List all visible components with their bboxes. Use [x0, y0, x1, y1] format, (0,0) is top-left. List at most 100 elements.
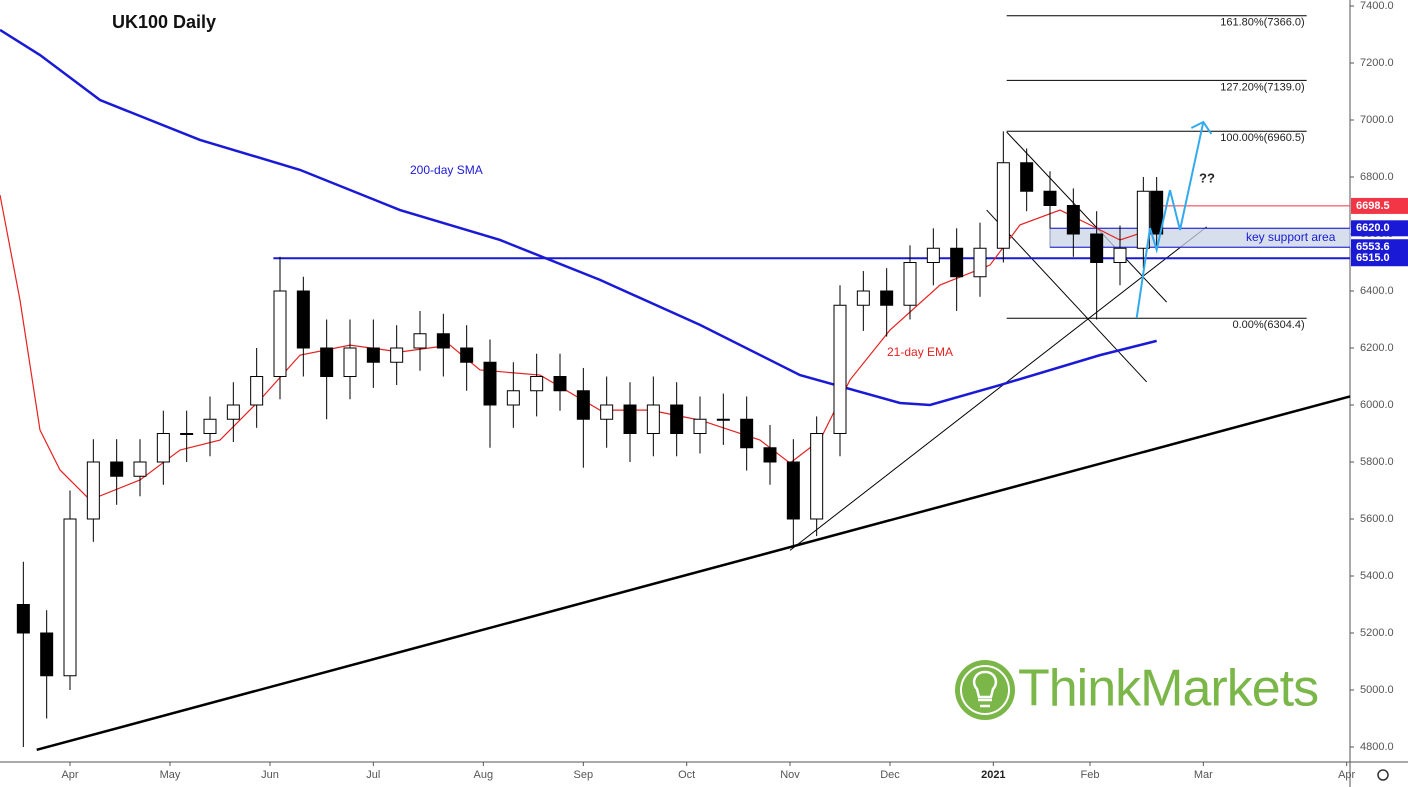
y-tick-label: 7000.0 — [1360, 114, 1394, 126]
candle-body — [670, 404, 684, 434]
y-tick-label: 7400.0 — [1360, 0, 1394, 12]
y-tick-label: 7200.0 — [1360, 57, 1394, 69]
y-tick-label: 4800.0 — [1360, 741, 1394, 753]
projection-arrowhead — [1190, 120, 1213, 135]
x-tick-label: Feb — [1081, 769, 1100, 781]
trendline — [986, 209, 1148, 383]
x-tick-label: 2021 — [981, 769, 1005, 781]
logo-circle — [955, 660, 1015, 720]
y-tick-label: 6800.0 — [1360, 171, 1394, 183]
candle-body — [390, 347, 404, 363]
level-tag-label: 6620.0 — [1356, 222, 1390, 234]
y-tick-label: 6200.0 — [1360, 342, 1394, 354]
logo-ring — [960, 665, 1010, 715]
candle-body — [530, 376, 544, 392]
level-tag-label: 6698.5 — [1356, 200, 1390, 212]
candle-body — [133, 461, 147, 477]
candle-body — [646, 404, 660, 434]
candle-body — [786, 461, 800, 520]
candle-body — [366, 347, 380, 363]
candle-body — [600, 404, 614, 420]
candle-body — [996, 162, 1010, 249]
x-tick-label: Nov — [780, 769, 800, 781]
level-tag — [1351, 197, 1408, 214]
candle-body — [413, 333, 427, 349]
candle-body — [926, 247, 940, 263]
candle-body — [693, 418, 707, 434]
x-tick-label: Jul — [366, 769, 380, 781]
candle-body — [1020, 162, 1034, 192]
x-tick-label: Apr — [61, 769, 78, 781]
candle-body — [1090, 233, 1104, 263]
level-tag — [1351, 250, 1408, 267]
projection-path — [1135, 121, 1205, 319]
question-mark: ?? — [1199, 170, 1215, 185]
x-tick-label: Dec — [880, 769, 900, 781]
candle-body — [460, 347, 474, 363]
trendline — [1006, 131, 1168, 303]
fib-label: 0.00%(6304.4) — [1232, 319, 1304, 331]
watermark: ThinkMarkets — [1018, 660, 1318, 718]
level-tag-label: 6515.0 — [1356, 252, 1390, 264]
candle-body — [63, 518, 77, 677]
candle-body — [320, 347, 334, 377]
candle-body — [250, 376, 264, 406]
candle-body — [343, 347, 357, 377]
x-tick-label: Apr — [1338, 769, 1355, 781]
trendline — [36, 395, 1351, 752]
candle-body — [1113, 247, 1127, 263]
level-tag-label: 6553.6 — [1356, 241, 1390, 253]
settings-icon[interactable] — [1377, 769, 1389, 781]
candle-body — [763, 447, 777, 463]
candle-body — [833, 304, 847, 434]
level-tag — [1351, 220, 1408, 237]
candle-body — [483, 361, 497, 406]
gear[interactable] — [1377, 769, 1389, 781]
moving-average — [0, 28, 1157, 407]
candle-body — [950, 247, 964, 278]
candle-body — [1150, 190, 1164, 235]
candle-body — [740, 418, 754, 449]
x-tick-label: Aug — [474, 769, 494, 781]
y-tick-label: 5400.0 — [1360, 570, 1394, 582]
y-tick-label: 5000.0 — [1360, 684, 1394, 696]
candle-body — [86, 461, 100, 520]
candle-body — [856, 290, 870, 306]
trendline — [789, 226, 1207, 551]
candle-body — [1043, 190, 1057, 206]
candle-body — [1066, 205, 1080, 235]
candle-body — [180, 433, 194, 435]
candle-body — [576, 390, 590, 420]
y-tick-label: 5600.0 — [1360, 513, 1394, 525]
x-tick-label: Sep — [574, 769, 594, 781]
x-tick-label: Jun — [261, 769, 279, 781]
candle-body — [973, 247, 987, 278]
candle-body — [506, 390, 520, 406]
support-label: key support area — [1246, 230, 1336, 244]
candle-body — [903, 262, 917, 306]
candle-body — [40, 632, 54, 677]
candle-body — [296, 290, 310, 349]
candle-body — [716, 418, 730, 421]
y-tick-label: 6400.0 — [1360, 285, 1394, 297]
x-tick-label: May — [160, 769, 181, 781]
chart-title: UK100 Daily — [112, 12, 216, 32]
candle-body — [553, 376, 567, 392]
candle-body — [880, 290, 894, 306]
fib-label: 127.20%(7139.0) — [1220, 81, 1304, 93]
y-tick-label: 5200.0 — [1360, 627, 1394, 639]
candle-body — [110, 461, 124, 477]
x-tick-label: Mar — [1194, 769, 1213, 781]
candle-body — [1136, 190, 1150, 249]
watermark-logo — [955, 660, 1015, 720]
y-tick-label: 6000.0 — [1360, 399, 1394, 411]
ema-label: 21-day EMA — [887, 345, 953, 359]
candle-body — [436, 333, 450, 349]
y-tick-label: 5800.0 — [1360, 456, 1394, 468]
candle-body — [810, 433, 824, 520]
logo-bulb — [972, 670, 998, 708]
fib-label: 100.00%(6960.5) — [1220, 132, 1304, 144]
sma-label: 200-day SMA — [410, 163, 483, 177]
